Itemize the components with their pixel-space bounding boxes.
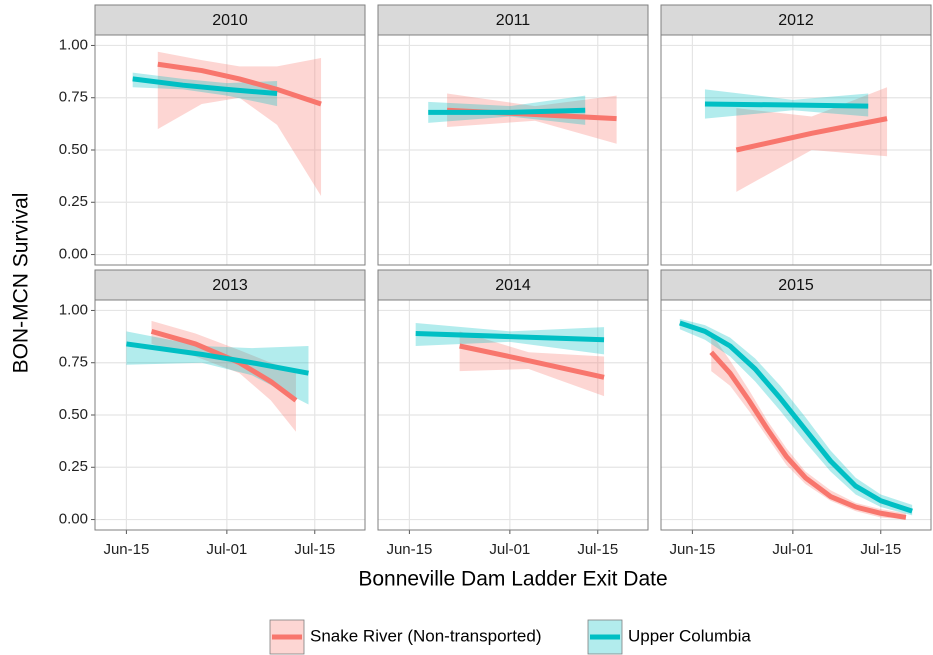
strip: [377, 4, 649, 36]
confidence-band: [151, 320, 296, 432]
strip-title: 2012: [778, 12, 814, 29]
strip-title: 2014: [495, 277, 531, 294]
x-tick-label: Jul-01: [206, 541, 247, 558]
panel-border: [660, 34, 932, 266]
y-tick-label: 0.75: [59, 89, 88, 106]
legend-label: Upper Columbia: [628, 626, 751, 645]
fit-line: [679, 320, 913, 514]
y-tick-label: 0.25: [59, 458, 88, 475]
legend-label: Snake River (Non-transported): [310, 626, 541, 645]
panel-border: [94, 299, 366, 531]
strip-title: 2010: [212, 12, 248, 29]
y-tick-label: 0.50: [59, 406, 88, 423]
y-tick-label: 0.50: [59, 141, 88, 158]
x-tick-label: Jul-01: [772, 541, 813, 558]
x-tick-label: Jul-15: [577, 541, 618, 558]
fit-line: [126, 341, 309, 376]
x-tick-label: Jun-15: [386, 541, 432, 558]
y-tick-label: 1.00: [59, 301, 88, 318]
fit-line: [132, 76, 278, 97]
x-tick-label: Jul-15: [860, 541, 901, 558]
fit-line: [704, 101, 869, 109]
y-axis-title: BON-MCN Survival: [10, 193, 33, 374]
fit-line: [735, 116, 888, 153]
panel-border: [660, 299, 932, 531]
panel-border: [377, 34, 649, 266]
strip: [660, 4, 932, 36]
x-axis-title: Bonneville Dam Ladder Exit Date: [358, 568, 667, 591]
confidence-band: [447, 93, 617, 144]
y-tick-label: 1.00: [59, 36, 88, 53]
panel-border: [94, 34, 366, 266]
fit-line: [709, 350, 907, 520]
fit-line: [428, 107, 586, 115]
strip-title: 2013: [212, 277, 248, 294]
strip: [660, 269, 932, 301]
x-tick-label: Jun-15: [669, 541, 715, 558]
strip-title: 2015: [778, 277, 814, 294]
x-tick-label: Jul-01: [489, 541, 530, 558]
fit-line: [415, 330, 605, 343]
y-tick-label: 0.00: [59, 511, 88, 528]
strip: [94, 4, 366, 36]
fit-line: [157, 61, 322, 107]
y-tick-label: 0.25: [59, 193, 88, 210]
strip: [377, 269, 649, 301]
strip-title: 2011: [496, 12, 531, 29]
y-tick-label: 0.75: [59, 354, 88, 371]
x-tick-label: Jun-15: [103, 541, 149, 558]
x-tick-label: Jul-15: [294, 541, 335, 558]
y-tick-label: 0.00: [59, 246, 88, 263]
panel-border: [377, 299, 649, 531]
fit-line: [459, 343, 605, 380]
confidence-band: [736, 87, 888, 192]
